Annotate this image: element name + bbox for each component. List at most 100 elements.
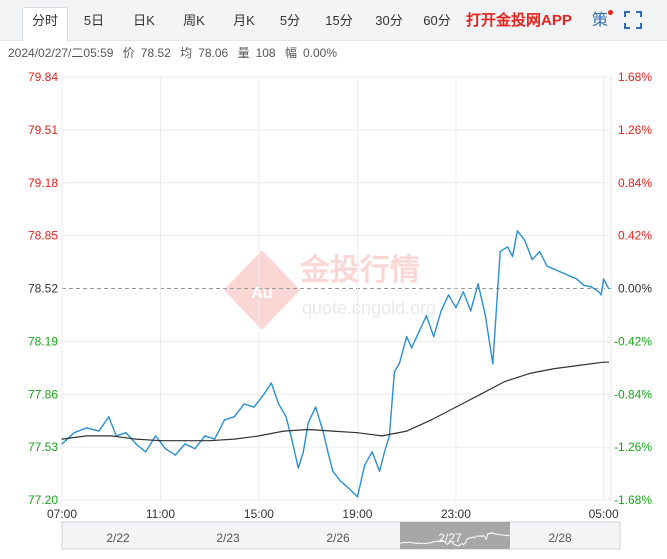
price-point (575, 278, 578, 280)
info-change-label: 幅 (284, 46, 297, 60)
price-point (253, 406, 255, 408)
price-point (270, 382, 272, 384)
fullscreen-icon[interactable] (624, 11, 642, 29)
price-point (290, 435, 292, 437)
pct-tick-label: 0.42% (618, 229, 652, 243)
price-point (184, 443, 186, 445)
price-point (546, 265, 548, 267)
tab-5-min[interactable]: 5分 (279, 13, 301, 28)
tab-30-min[interactable]: 30分 (375, 13, 403, 28)
y-tick-label: 79.18 (28, 176, 58, 190)
date-navigator[interactable]: 2/22 2/23 2/26 2/27 2/28 (61, 521, 621, 550)
notification-dot-icon (608, 10, 614, 15)
average-point (110, 435, 112, 437)
quote-info-bar: 2024/02/27/二05:59 价 78.52 均 78.06 量 108 幅 0.… (8, 44, 343, 61)
price-point (164, 448, 166, 450)
x-tick-label: 15:00 (244, 507, 274, 521)
pct-tick-label: -1.68% (614, 493, 652, 507)
tab-weekly-k[interactable]: 周K (183, 13, 205, 28)
price-point (539, 251, 541, 253)
price-point (499, 251, 501, 253)
navigator-date-label: 2/26 (326, 531, 350, 545)
price-point (600, 294, 602, 296)
price-point (371, 451, 373, 453)
x-tick-label: 19:00 (342, 507, 372, 521)
price-point (145, 451, 147, 453)
price-point (339, 480, 341, 482)
chart-tab-bar: 分时 5日 日K 周K 月K 5分 15分 30分 60分 打开金投网APP 策 (0, 0, 667, 41)
average-point (209, 440, 211, 442)
price-point (135, 443, 137, 445)
price-point (174, 454, 176, 456)
watermark: Au 金投行情 quote.cngold.org (224, 250, 436, 330)
tab-5-day[interactable]: 5日 (83, 13, 105, 28)
y-tick-label: 78.52 (28, 282, 58, 296)
tab-daily-k[interactable]: 日K (133, 13, 155, 28)
x-tick-label: 23:00 (441, 507, 471, 521)
pct-tick-label: -0.42% (614, 334, 652, 348)
tab-60-min[interactable]: 60分 (423, 13, 451, 28)
average-point (61, 438, 63, 440)
average-point (430, 419, 432, 421)
price-point (425, 315, 427, 317)
price-point (531, 259, 533, 261)
average-point (356, 432, 359, 434)
price-point (406, 335, 408, 338)
average-point (86, 435, 88, 437)
tab-15-min[interactable]: 15分 (325, 13, 353, 28)
y-tick-label: 78.85 (28, 229, 58, 243)
price-point (314, 406, 317, 408)
watermark-logo-icon (224, 250, 300, 330)
average-point (282, 430, 285, 432)
tab-monthly-k[interactable]: 月K (233, 13, 255, 28)
average-point (381, 435, 383, 437)
price-point (462, 291, 464, 293)
pct-tick-label: -1.26% (614, 440, 652, 454)
y-tick-label: 77.20 (28, 493, 58, 507)
navigator-frame (61, 521, 621, 550)
price-point (332, 470, 334, 472)
price-point (285, 416, 287, 418)
average-line (61, 361, 609, 442)
pct-tick-label: 0.84% (618, 176, 652, 190)
price-point (568, 275, 570, 277)
price-point (484, 315, 487, 317)
chart-series (61, 230, 610, 498)
price-point (378, 470, 381, 472)
price-point (470, 310, 472, 312)
y-tick-label: 79.51 (28, 123, 58, 137)
info-avg-label: 均 (180, 46, 193, 60)
pct-tick-label: -0.84% (614, 387, 652, 401)
price-point (410, 347, 413, 349)
price-point (418, 331, 420, 333)
price-point (233, 416, 235, 418)
price-point (553, 268, 555, 270)
price-point (433, 335, 435, 338)
price-point (507, 246, 509, 248)
average-point (529, 372, 531, 375)
y-tick-label: 78.19 (28, 334, 58, 348)
average-point (307, 428, 309, 431)
strategy-label: 策 (592, 12, 609, 29)
price-point (351, 491, 354, 493)
price-point (61, 443, 63, 445)
price-point (455, 307, 457, 309)
watermark-logo-text: Au (251, 285, 272, 302)
x-tick-label: 11:00 (146, 507, 175, 521)
y-tick-label: 77.53 (28, 440, 58, 454)
average-point (258, 435, 260, 437)
price-point (516, 230, 519, 232)
strategy-button[interactable]: 策 (592, 8, 614, 34)
open-app-link[interactable]: 打开金投网APP (466, 12, 572, 29)
tab-timeshare[interactable]: 分时 (22, 7, 68, 41)
navigator-date-label: 2/23 (216, 531, 240, 545)
price-point (603, 278, 605, 280)
average-point (504, 380, 506, 383)
price-point (561, 271, 563, 274)
price-point (73, 432, 75, 434)
price-point (307, 422, 309, 424)
average-point (332, 430, 334, 432)
price-point (108, 416, 110, 418)
price-point (590, 286, 592, 288)
navigator-date-label: 2/28 (548, 531, 572, 545)
